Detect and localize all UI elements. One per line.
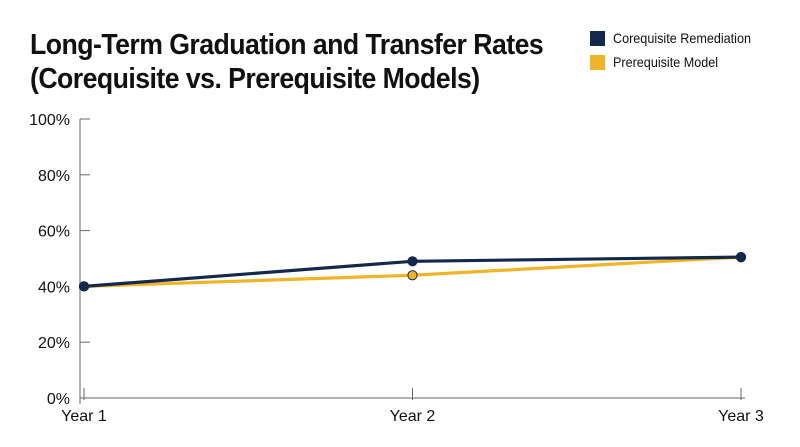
y-tick-label: 40%	[38, 279, 70, 296]
series-points	[78, 252, 747, 292]
y-tick-label: 100%	[29, 112, 70, 129]
y-tick-label: 60%	[38, 224, 70, 241]
legend-item-corequisite: Corequisite Remediation	[590, 30, 766, 46]
chart-legend: Corequisite Remediation Prerequisite Mod…	[590, 30, 766, 78]
chart-title: Long-Term Graduation and Transfer Rates …	[30, 28, 545, 96]
chart-axes: 0% 20% 40% 60% 80% 100% Year 1 Year 2 Year 3	[29, 112, 764, 425]
chart-title-line-2: (Corequisite vs. Prerequisite Models)	[30, 63, 480, 95]
data-point-prerequisite	[407, 270, 418, 281]
y-tick-label: 20%	[38, 335, 70, 352]
data-point-corequisite	[735, 252, 747, 263]
x-tick-label: Year 1	[61, 408, 107, 425]
y-tick-label: 0%	[47, 391, 70, 408]
x-tick-label: Year 2	[390, 408, 436, 425]
legend-swatch-prerequisite	[590, 54, 605, 70]
legend-item-prerequisite: Prerequisite Model	[590, 54, 766, 70]
legend-label-corequisite: Corequisite Remediation	[613, 30, 751, 46]
y-tick-label: 80%	[38, 168, 70, 185]
data-point-corequisite	[407, 256, 418, 267]
data-point-corequisite	[78, 281, 90, 292]
legend-label-prerequisite: Prerequisite Model	[613, 54, 719, 70]
chart-title-line-1: Long-Term Graduation and Transfer Rates	[30, 29, 544, 61]
legend-swatch-corequisite	[590, 30, 605, 46]
x-tick-label: Year 3	[718, 408, 764, 425]
